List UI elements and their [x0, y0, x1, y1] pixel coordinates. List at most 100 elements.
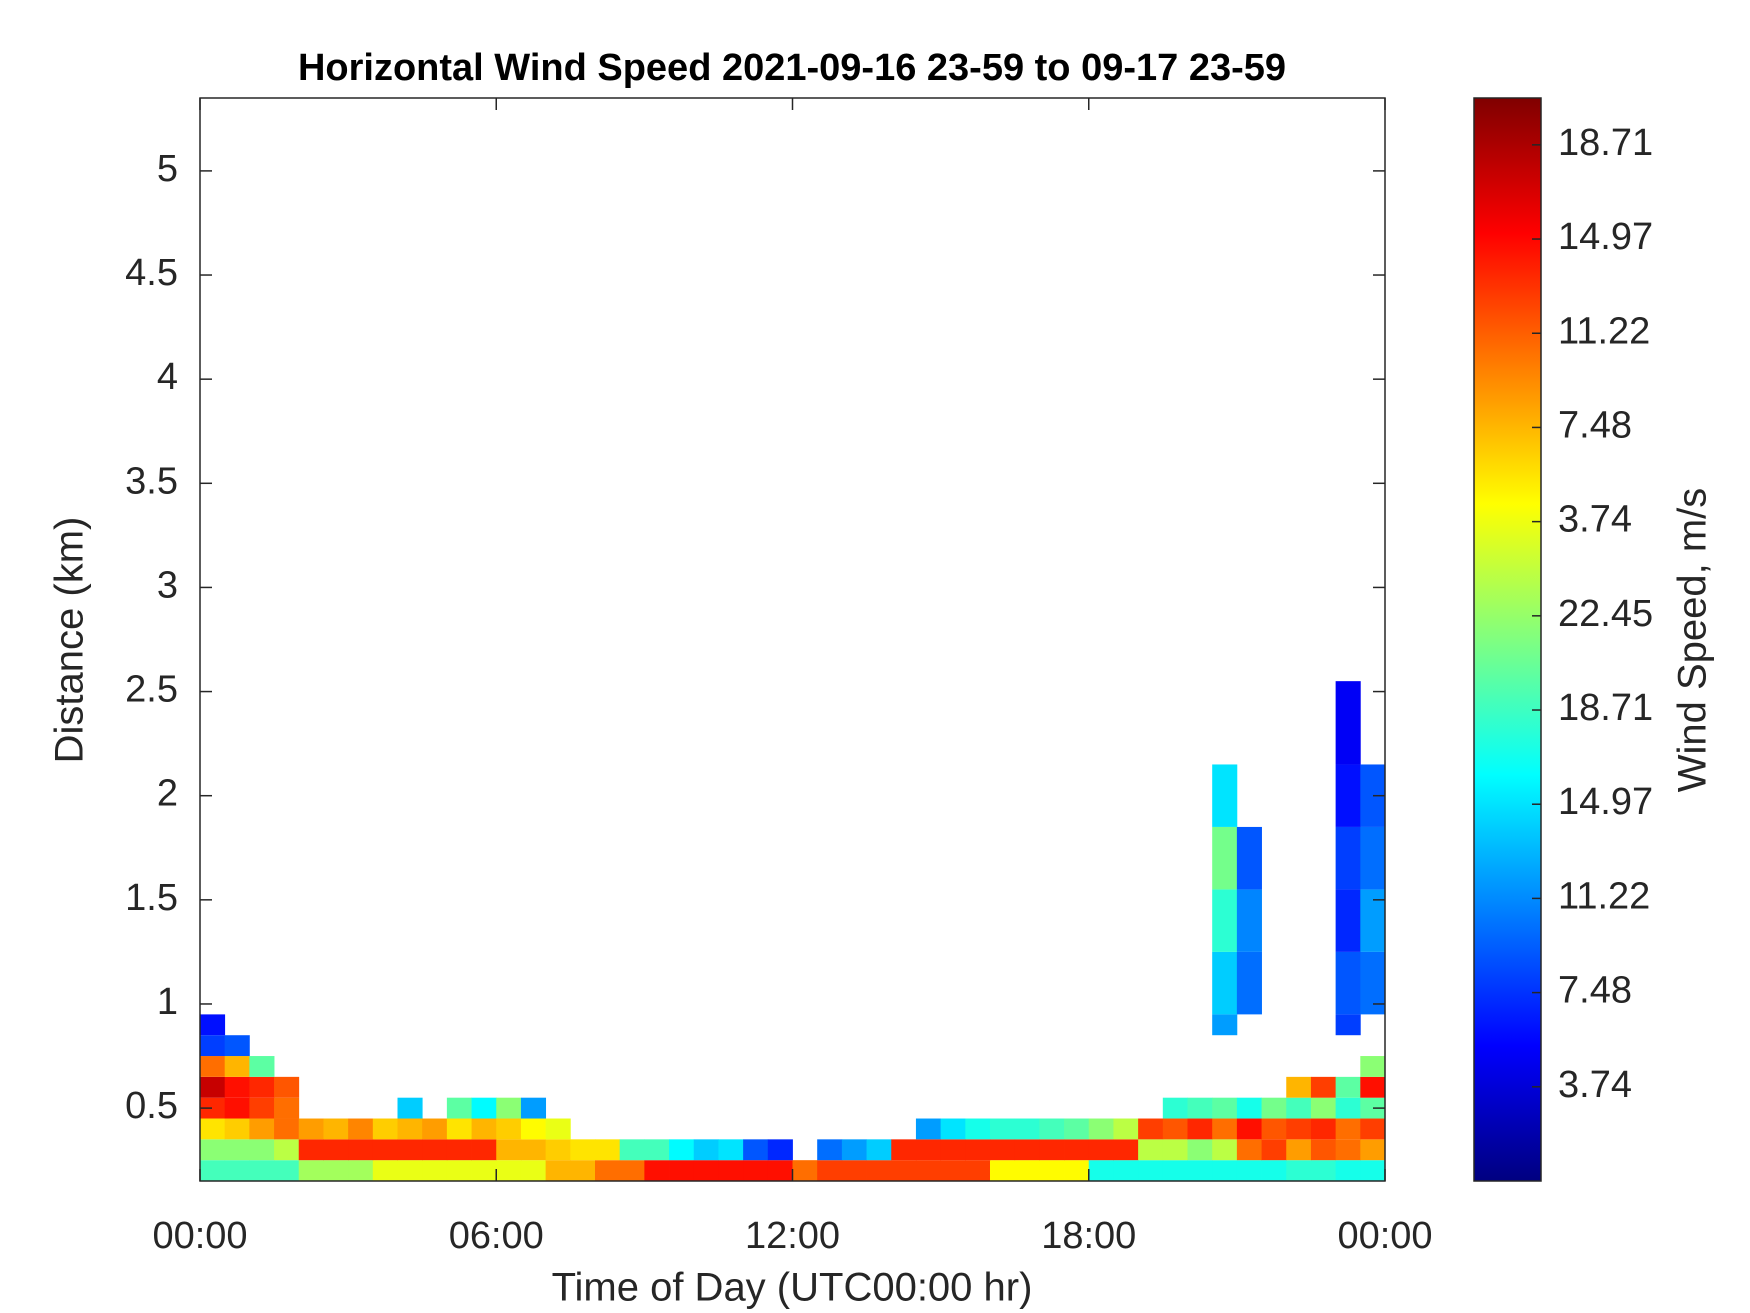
- heat-cell: [1039, 1139, 1065, 1161]
- heat-cell: [249, 1118, 275, 1140]
- heat-cell: [1360, 1118, 1386, 1140]
- heat-cell: [817, 1139, 843, 1161]
- heat-cell: [915, 1160, 942, 1181]
- heat-cell: [990, 1160, 1016, 1181]
- heat-cell: [792, 1160, 818, 1181]
- heat-cell: [1236, 889, 1262, 952]
- y-tick-label: 1: [157, 981, 178, 1023]
- heat-cell: [1286, 1118, 1312, 1140]
- y-axis-label: Distance (km): [48, 517, 92, 764]
- heat-cell: [1236, 1160, 1262, 1181]
- heat-cell: [990, 1139, 1016, 1161]
- heat-cell: [743, 1139, 769, 1161]
- heat-cell: [496, 1160, 522, 1181]
- heat-cell: [693, 1139, 719, 1161]
- heat-cell: [397, 1097, 423, 1119]
- heat-cell: [940, 1139, 966, 1161]
- colorbar-tick-label: 7.48: [1558, 404, 1632, 446]
- heat-cell: [767, 1139, 793, 1161]
- chart-title: Horizontal Wind Speed 2021-09-16 23-59 t…: [298, 47, 1286, 89]
- x-axis-label: Time of Day (UTC00:00 hr): [552, 1266, 1033, 1310]
- heat-cell: [1212, 1014, 1238, 1036]
- heat-cell: [595, 1160, 621, 1181]
- heat-cell: [520, 1139, 547, 1161]
- heat-cell: [323, 1160, 349, 1181]
- heat-cell: [224, 1118, 250, 1140]
- heat-cell: [520, 1160, 547, 1181]
- heat-cell: [348, 1139, 374, 1161]
- colorbar-tick-label: 11.22: [1558, 310, 1650, 352]
- heat-cell: [200, 1139, 226, 1161]
- heat-cell: [471, 1118, 497, 1140]
- x-tick-label: 00:00: [1337, 1215, 1432, 1257]
- x-tick-label: 18:00: [1041, 1215, 1136, 1257]
- heat-cell: [200, 1035, 226, 1057]
- y-tick-label: 2: [157, 773, 178, 815]
- y-tick-label: 4.5: [125, 252, 178, 294]
- heat-cell: [1261, 1160, 1287, 1181]
- heat-cell: [200, 1160, 226, 1181]
- heat-cell: [940, 1118, 966, 1140]
- heat-cell: [619, 1139, 645, 1161]
- heat-cell: [446, 1118, 472, 1140]
- heat-cell: [274, 1076, 300, 1098]
- heat-cell: [249, 1160, 275, 1181]
- heat-cell: [1335, 1139, 1361, 1161]
- heat-cell: [1162, 1139, 1188, 1161]
- heat-cell: [496, 1118, 522, 1140]
- heat-cell: [1088, 1160, 1114, 1181]
- heat-cell: [1360, 1097, 1386, 1119]
- x-tick-label: 12:00: [745, 1215, 840, 1257]
- heat-cell: [1310, 1139, 1337, 1161]
- heat-cell: [1212, 1097, 1238, 1119]
- y-tick-label: 1.5: [125, 877, 178, 919]
- heat-cell: [1286, 1160, 1312, 1181]
- heat-cell: [224, 1056, 250, 1077]
- heat-cell: [990, 1118, 1016, 1140]
- heat-cell: [619, 1160, 645, 1181]
- heat-cell: [274, 1139, 300, 1161]
- heat-cell: [249, 1097, 275, 1119]
- heat-cell: [965, 1160, 991, 1181]
- heat-cell: [397, 1139, 423, 1161]
- y-tick-label: 2.5: [125, 669, 178, 711]
- heat-cell: [422, 1118, 448, 1140]
- heat-cell: [1162, 1160, 1188, 1181]
- y-tick-label: 0.5: [125, 1085, 178, 1127]
- heat-cell: [644, 1160, 670, 1181]
- heat-cell: [1039, 1160, 1065, 1181]
- heat-cell: [915, 1118, 942, 1140]
- heat-cell: [841, 1160, 867, 1181]
- heat-cell: [471, 1139, 497, 1161]
- heat-cell: [1138, 1160, 1164, 1181]
- heat-cell: [1335, 1097, 1361, 1119]
- colorbar-tick-label: 18.71: [1558, 122, 1653, 164]
- heat-cell: [1212, 951, 1238, 1015]
- heat-cell: [1236, 1139, 1262, 1161]
- heat-cell: [224, 1160, 250, 1181]
- heat-cell: [1335, 681, 1361, 765]
- heat-cell: [1335, 1118, 1361, 1140]
- heat-cell: [422, 1139, 448, 1161]
- heat-cell: [891, 1139, 917, 1161]
- heat-cell: [249, 1139, 275, 1161]
- heat-cell: [891, 1160, 917, 1181]
- heat-cell: [200, 1014, 226, 1036]
- heat-cell: [1360, 1139, 1386, 1161]
- heat-cell: [1187, 1160, 1213, 1181]
- heat-cell: [397, 1160, 423, 1181]
- heat-cell: [1187, 1097, 1213, 1119]
- heat-cell: [1261, 1097, 1287, 1119]
- heat-cell: [1064, 1160, 1090, 1181]
- heat-cell: [1212, 889, 1238, 952]
- colorbar-tick-label: 7.48: [1558, 970, 1632, 1012]
- heat-cell: [1335, 1076, 1361, 1098]
- heat-cell: [1310, 1097, 1337, 1119]
- heat-cell: [1014, 1139, 1040, 1161]
- heat-cell: [520, 1097, 547, 1119]
- heat-cell: [817, 1160, 843, 1181]
- heat-cell: [348, 1160, 374, 1181]
- heat-cell: [1286, 1139, 1312, 1161]
